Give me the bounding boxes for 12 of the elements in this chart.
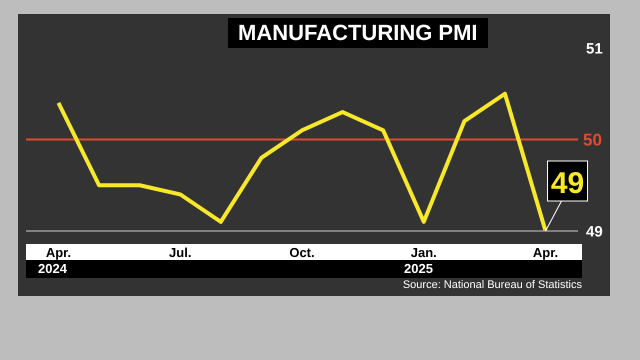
text: 2025 (404, 261, 433, 276)
x-tick-label: Jul. (169, 245, 192, 260)
line-series (56, 92, 548, 231)
x-tick-label: Oct. (289, 245, 315, 260)
text: 2024 (38, 261, 67, 276)
ref-line-label: 50 (583, 130, 602, 150)
x-tick-label: Apr. (46, 245, 72, 260)
x-tick-label: Jan. (410, 245, 437, 260)
y-tick-label: 51 (586, 40, 603, 58)
chart-title: MANUFACTURING PMI (228, 18, 488, 48)
x-tick-label: Apr. (532, 245, 558, 260)
source-note: Source: National Bureau of Statistics (402, 279, 582, 291)
